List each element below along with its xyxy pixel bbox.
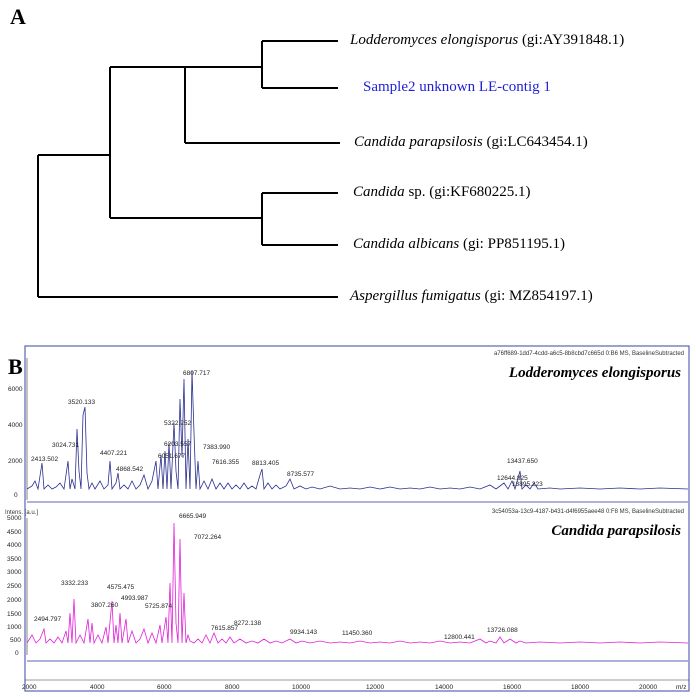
peak-label: 8272.138 [234,620,261,627]
peak-label: 13437.650 [507,458,538,465]
peak-label: 3807.260 [91,602,118,609]
spectrum-1-species: Lodderomyces elongisporus [508,365,681,381]
taxon-candida-parapsilosis: Candida parapsilosis (gi:LC643454.1) [354,134,588,150]
spectrum-1-ytick-6000: 6000 [8,386,23,393]
spectrum-2-ytick: 4500 [7,529,22,536]
peak-label: 4575.475 [107,584,134,591]
spectrum-2-ytick: 3500 [7,556,22,563]
peak-label: 8813.405 [252,460,279,467]
peak-label: 13726.088 [487,627,518,634]
peak-label: 9934.143 [290,629,317,636]
spectrum-2-ytick: 0 [15,650,19,657]
spectrum-2-yaxis-title: Intens. [a.u.] [5,510,38,516]
peak-label: 4407.221 [100,450,127,457]
spectrum-1-peak-labels: 2413.502 3024.731 3520.133 4407.221 4868… [31,370,543,488]
spectrum-1-ytick-4000: 4000 [8,422,23,429]
panel-b-letter: B [8,354,23,379]
taxon-candida-albicans: Candida albicans (gi: PP851195.1) [353,236,565,252]
peak-label: 4868.542 [116,466,143,473]
peak-label: 7615.857 [211,625,238,632]
spectrum-1-ytick-2000: 2000 [8,458,23,465]
x-tick: 2000 [22,684,37,691]
spectrum-2-ytick: 2000 [7,597,22,604]
taxon-lodderomyces-elongisporus: Lodderomyces elongisporus (gi:AY391848.1… [350,32,625,48]
spectrum-2-trace [26,522,689,645]
x-tick: 16000 [503,684,521,691]
spectrum-2-ytick: 5000 [7,515,22,522]
peak-label: 11450.360 [342,630,373,637]
x-tick: 14000 [435,684,453,691]
peak-label: 3520.133 [68,399,95,406]
spectrum-2-ytick: 4000 [7,542,22,549]
x-unit: m/z [676,684,686,691]
peak-label: 8735.577 [287,471,314,478]
peak-label: 5725.874 [145,603,172,610]
x-tick: 6000 [157,684,172,691]
spectrum-2-header: 3c54053a-13c9-4187-b431-d4f6955aee48 0:F… [492,509,684,515]
x-tick: 18000 [571,684,589,691]
spectrum-1-trace [26,370,689,491]
x-tick: 10000 [292,684,310,691]
peak-label: 2494.797 [34,616,61,623]
peak-label: 7072.264 [194,534,221,541]
peak-label: 6051.677 [158,453,185,460]
peak-label: 3332.233 [61,580,88,587]
peak-label: 3024.731 [52,442,79,449]
spectrum-1-ytick-0: 0 [14,492,18,499]
peak-label: 5322.252 [164,420,191,427]
taxon-candida-sp: Candida sp. (gi:KF680225.1) [353,184,531,200]
spectrum-2-ytick: 1500 [7,611,22,618]
spectrum-2-species: Candida parapsilosis [551,523,681,539]
spectrum-2-ytick: 500 [10,637,21,644]
peak-label: 2413.502 [31,456,58,463]
peak-label: 12800.441 [444,634,475,641]
peak-label: 12644.825 [497,475,528,482]
x-tick: 20000 [639,684,657,691]
phylogenetic-tree [37,40,340,298]
x-tick: 12000 [366,684,384,691]
spectrum-2-ytick: 1000 [7,624,22,631]
peak-label: 7616.355 [212,459,239,466]
peak-label: 4993.987 [121,595,148,602]
peak-label: 6807.717 [183,370,210,377]
spectrum-2-ytick: 3000 [7,569,22,576]
taxon-sample2-unknown: Sample2 unknown LE-contig 1 [363,79,551,95]
peak-label: 13895.223 [512,481,543,488]
peak-label: 6665.949 [179,513,206,520]
mass-spectra-figure: a76ff689-1dd7-4cdd-a6c5-8b8cbd7c665d 0:B… [5,345,690,692]
x-tick: 8000 [225,684,240,691]
spectrum-1-header: a76ff689-1dd7-4cdd-a6c5-8b8cbd7c665d 0:B… [494,351,684,357]
panel-a-letter: A [10,4,26,29]
spectrum-2-peak-labels: 2494.797 3332.233 3807.260 4575.475 4993… [34,513,518,641]
x-axis-ticks: 2000 4000 6000 8000 10000 12000 14000 16… [22,684,686,691]
peak-label: 6203.557 [164,441,191,448]
x-tick: 4000 [90,684,105,691]
taxon-aspergillus-fumigatus: Aspergillus fumigatus (gi: MZ854197.1) [350,288,593,304]
spectrum-2-ytick: 2500 [7,583,22,590]
peak-label: 7383.990 [203,444,230,451]
